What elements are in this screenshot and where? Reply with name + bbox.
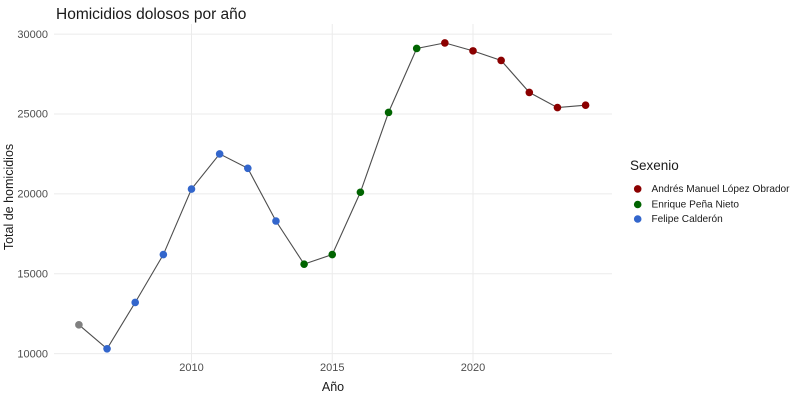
svg-text:2020: 2020 xyxy=(461,362,485,374)
svg-text:15000: 15000 xyxy=(17,268,48,280)
svg-text:2010: 2010 xyxy=(179,362,203,374)
svg-text:20000: 20000 xyxy=(17,189,48,201)
svg-text:Andrés Manuel López Obrador: Andrés Manuel López Obrador xyxy=(652,184,791,195)
svg-text:10000: 10000 xyxy=(17,348,48,360)
svg-text:Felipe Calderón: Felipe Calderón xyxy=(652,214,723,225)
svg-text:2015: 2015 xyxy=(320,362,344,374)
svg-text:Total de homicidios: Total de homicidios xyxy=(2,144,16,250)
svg-text:Enrique Peña Nieto: Enrique Peña Nieto xyxy=(652,200,740,211)
svg-text:Sexenio: Sexenio xyxy=(630,158,679,173)
svg-text:30000: 30000 xyxy=(17,29,48,41)
svg-text:25000: 25000 xyxy=(17,109,48,121)
svg-text:Año: Año xyxy=(322,380,344,394)
